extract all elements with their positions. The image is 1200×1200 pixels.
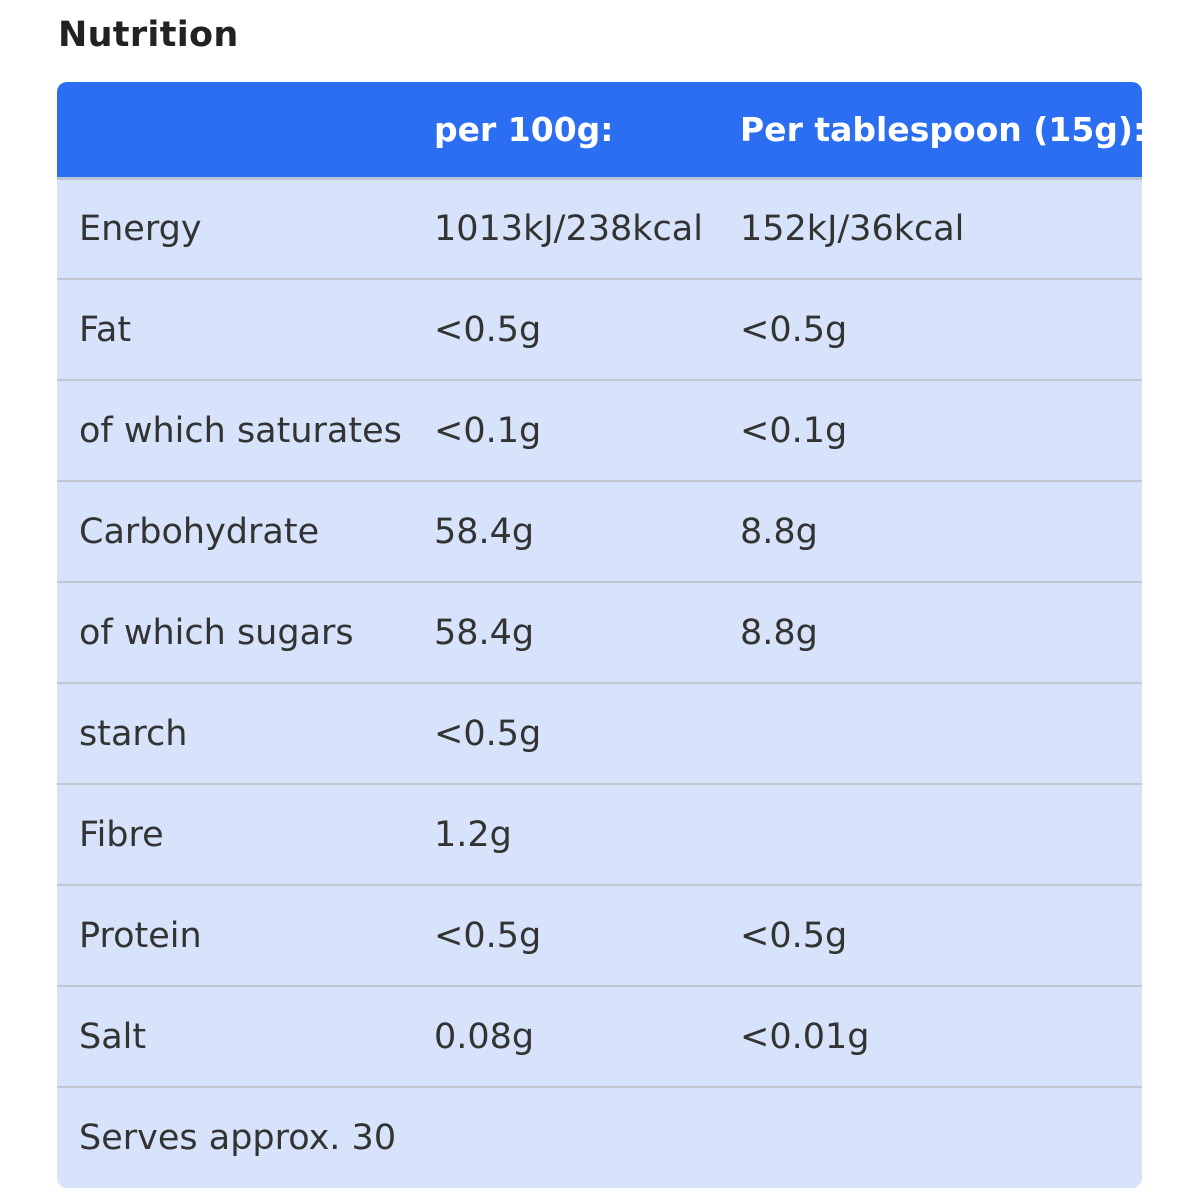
value-per-100g: 1013kJ/238kcal <box>434 208 703 249</box>
table-header-row: per 100g: Per tablespoon (15g): <box>57 82 1142 178</box>
nutrient-name: Salt <box>79 1016 147 1057</box>
nutrient-name: Fibre <box>79 814 164 855</box>
value-per-tablespoon: 152kJ/36kcal <box>740 208 965 249</box>
nutrient-name: starch <box>79 713 188 754</box>
table-row: Fibre 1.2g <box>57 784 1142 885</box>
nutrient-name: of which sugars <box>79 612 354 653</box>
value-per-tablespoon <box>718 683 1142 784</box>
table-row: of which saturates <0.1g <0.1g <box>57 380 1142 481</box>
value-per-100g: 1.2g <box>434 814 512 855</box>
value-per-100g <box>412 1087 718 1188</box>
column-header-per-tablespoon: Per tablespoon (15g): <box>740 109 1142 149</box>
value-per-tablespoon: <0.1g <box>740 410 848 451</box>
nutrient-name: Carbohydrate <box>79 511 320 552</box>
value-per-100g: 58.4g <box>434 612 535 653</box>
section-title: Nutrition <box>58 15 239 55</box>
servings-note: Serves approx. 30 <box>79 1118 397 1158</box>
value-per-tablespoon: <0.5g <box>740 309 848 350</box>
nutrient-name: Protein <box>79 915 202 956</box>
table-row: Protein <0.5g <0.5g <box>57 885 1142 986</box>
value-per-tablespoon: 8.8g <box>740 511 818 552</box>
nutrient-name: of which saturates <box>79 410 402 451</box>
table-row: of which sugars 58.4g 8.8g <box>57 582 1142 683</box>
value-per-tablespoon <box>718 784 1142 885</box>
value-per-100g: <0.5g <box>434 309 542 350</box>
nutrition-table: per 100g: Per tablespoon (15g): Energy 1… <box>57 82 1142 1188</box>
value-per-100g: <0.5g <box>434 713 542 754</box>
table-row: Carbohydrate 58.4g 8.8g <box>57 481 1142 582</box>
table-row-servings: Serves approx. 30 <box>57 1087 1142 1188</box>
value-per-tablespoon <box>718 1087 1142 1188</box>
table-row: Energy 1013kJ/238kcal 152kJ/36kcal <box>57 178 1142 279</box>
nutrient-name: Energy <box>79 208 202 249</box>
value-per-100g: <0.5g <box>434 915 542 956</box>
column-header-per-100g: per 100g: <box>434 109 614 149</box>
table-row: starch <0.5g <box>57 683 1142 784</box>
table-row: Fat <0.5g <0.5g <box>57 279 1142 380</box>
value-per-tablespoon: <0.5g <box>740 915 848 956</box>
value-per-100g: 0.08g <box>434 1016 535 1057</box>
nutrient-name: Fat <box>79 309 132 350</box>
value-per-tablespoon: 8.8g <box>740 612 818 653</box>
value-per-100g: <0.1g <box>434 410 542 451</box>
column-header-nutrient <box>57 82 412 178</box>
value-per-tablespoon: <0.01g <box>740 1016 870 1057</box>
table-row: Salt 0.08g <0.01g <box>57 986 1142 1087</box>
value-per-100g: 58.4g <box>434 511 535 552</box>
